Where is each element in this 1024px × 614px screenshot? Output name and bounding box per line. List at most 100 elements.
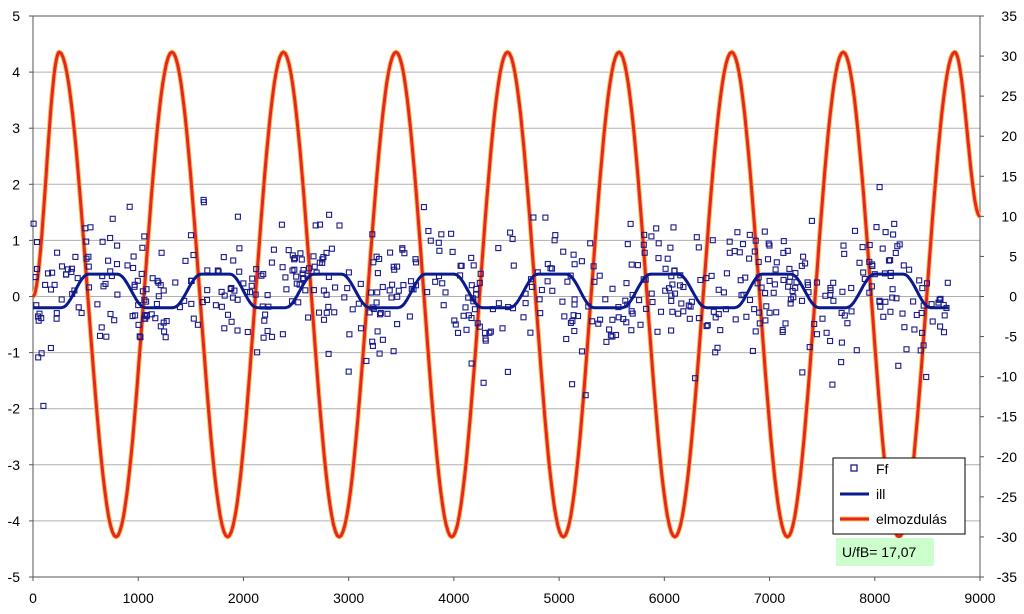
ff-point (800, 253, 807, 260)
ff-point (44, 270, 52, 277)
ff-point (739, 241, 747, 248)
legend-label-elmozdulas: elmozdulás (876, 511, 947, 527)
ff-point (293, 273, 300, 280)
ff-point (537, 310, 544, 317)
ff-point (221, 292, 228, 299)
ff-point (373, 299, 380, 306)
ff-point (628, 327, 635, 334)
ff-point (784, 247, 791, 254)
ff-point (199, 299, 206, 306)
ff-point (320, 316, 328, 323)
ff-point (262, 311, 269, 318)
ff-point (559, 298, 566, 305)
ff-point (851, 227, 859, 234)
ff-point (606, 326, 613, 333)
ff-point (686, 315, 693, 322)
ff-point (285, 247, 292, 254)
ff-point (105, 257, 112, 264)
ff-point (162, 334, 169, 341)
ff-point (130, 264, 137, 272)
annotation: U/fB= 17,07 (836, 538, 934, 566)
ff-point (436, 247, 443, 254)
ff-point (291, 256, 298, 263)
ff-point (723, 270, 730, 277)
ff-point (138, 270, 145, 277)
ff-point (780, 276, 787, 284)
ff-point (298, 256, 305, 263)
ff-point (923, 280, 931, 287)
x-tick-label: 5000 (544, 590, 575, 606)
ff-point (143, 286, 150, 293)
ff-point (299, 270, 306, 277)
ff-point (72, 253, 79, 260)
ff-point (310, 253, 317, 260)
ff-point (773, 309, 780, 316)
ff-point (391, 266, 398, 273)
ff-point (234, 296, 241, 303)
ff-point (99, 238, 106, 245)
ff-point (51, 281, 58, 288)
ff-point (756, 309, 763, 316)
ff-point (668, 327, 675, 334)
y-tick-label: -3 (8, 457, 21, 473)
ff-point (85, 253, 92, 260)
ff-point (278, 221, 285, 228)
ff-point (30, 220, 37, 227)
y2-tick-label: -35 (997, 569, 1017, 585)
ff-point (752, 328, 759, 335)
ff-point (856, 259, 863, 266)
ff-point (913, 311, 920, 319)
ff-point (234, 327, 241, 334)
ff-point (763, 303, 770, 310)
ff-point (190, 251, 197, 259)
ff-point (670, 224, 677, 231)
ff-point (877, 303, 884, 310)
ff-point (134, 277, 141, 284)
ff-point (75, 304, 82, 311)
ff-point (230, 257, 237, 264)
x-tick-label: 8000 (859, 590, 890, 606)
ff-point (224, 311, 232, 318)
ff-point (87, 224, 94, 231)
ff-point (804, 279, 811, 286)
ff-point (648, 233, 655, 240)
ff-point (761, 228, 768, 235)
ff-point (291, 266, 298, 273)
ff-point (841, 312, 848, 319)
y-tick-label: -4 (8, 513, 21, 529)
ff-point (574, 312, 582, 320)
ff-point (627, 220, 634, 227)
ff-point (527, 329, 534, 336)
ff-point (379, 336, 386, 343)
ff-point (668, 297, 675, 304)
ff-point (346, 331, 353, 338)
ff-point (675, 310, 682, 317)
ff-point (773, 259, 780, 266)
ff-point (349, 306, 356, 313)
ff-point (369, 338, 376, 345)
ff-point (345, 368, 352, 375)
ff-point (564, 278, 571, 285)
ff-point (636, 297, 643, 304)
ff-point (848, 284, 855, 292)
ff-point (182, 257, 189, 264)
ff-point (528, 283, 535, 290)
y-tick-label: 5 (12, 8, 20, 24)
ff-point (563, 335, 570, 343)
ff-point (935, 299, 942, 306)
ff-point (220, 254, 227, 261)
ff-point (688, 298, 695, 305)
ff-point (136, 333, 143, 340)
ff-point (569, 381, 576, 388)
ff-point (549, 287, 556, 294)
ff-point (830, 297, 837, 304)
ff-point (468, 282, 475, 289)
ff-point (468, 254, 475, 261)
y2-tick-label: -25 (997, 489, 1017, 505)
ff-point (941, 312, 948, 319)
ff-point (369, 342, 376, 349)
ff-point (561, 313, 568, 320)
ff-point (363, 357, 370, 365)
ff-point (389, 281, 396, 288)
ff-point (83, 238, 90, 245)
